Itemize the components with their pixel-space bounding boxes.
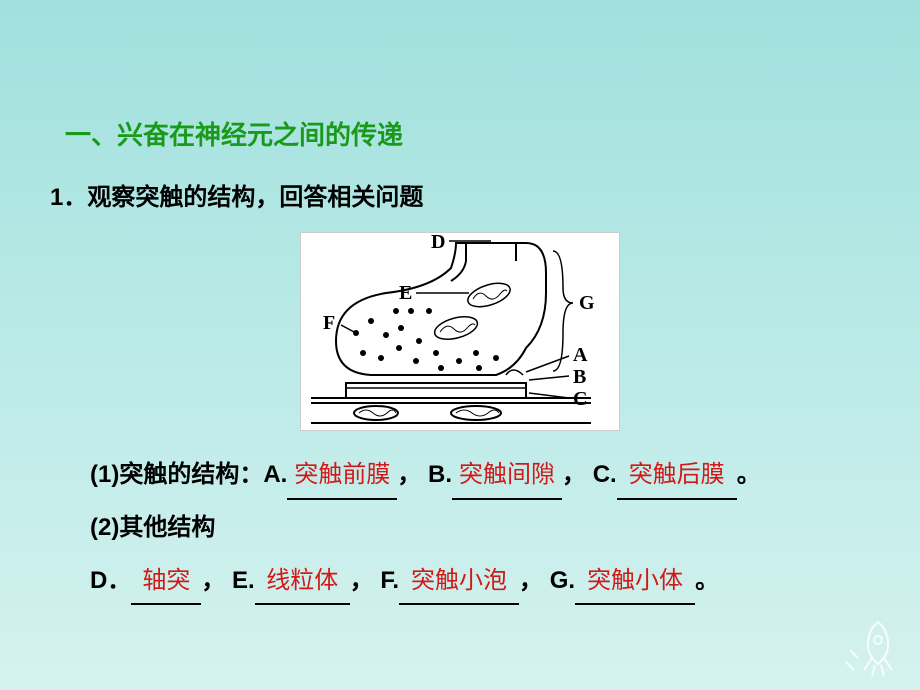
q1-b-tail: ， xyxy=(562,461,586,488)
q1-a-blank: 突触前膜 xyxy=(287,449,397,502)
q1-a-tail: ， xyxy=(397,461,421,488)
q1-row: (1)突触的结构：A. 突触前膜 ， B. 突触间隙 ， C. 突触后膜。 xyxy=(90,449,870,502)
q2-f-blank: 突触小泡 xyxy=(399,555,519,608)
q2-e-blank: 线粒体 xyxy=(255,555,350,608)
q2-f-tail: ， xyxy=(519,567,543,594)
q2-d-blank: 轴突 xyxy=(131,555,201,608)
diagram-label-d: D xyxy=(431,233,445,253)
q1-a-letter: A. xyxy=(263,461,287,488)
q1-c-tail: 。 xyxy=(737,461,761,488)
diagram-container: D E F G A B C xyxy=(50,232,870,431)
diagram-label-c: C xyxy=(573,388,587,410)
q1-b-blank: 突触间隙 xyxy=(452,449,562,502)
synapse-diagram: D E F G A B C xyxy=(300,232,620,431)
q2-f-letter: F. xyxy=(380,567,399,594)
diagram-label-g: G xyxy=(579,292,595,314)
q1-prefix: (1)突触的结构： xyxy=(90,461,263,488)
q2-g-letter: G. xyxy=(550,567,575,594)
rocket-icon xyxy=(840,610,900,680)
q2-e-answer: 线粒体 xyxy=(266,555,338,608)
q2-g-answer: 突触小体 xyxy=(587,555,683,608)
diagram-label-b: B xyxy=(573,366,586,388)
answers-block: (1)突触的结构：A.突触前膜， B.突触间隙， C.突触后膜。 (2)其他结构… xyxy=(90,449,870,607)
q2-row-prefix: (2)其他结构 xyxy=(90,502,870,555)
diagram-label-f: F xyxy=(323,312,335,334)
q1-c-blank: 突触后膜 xyxy=(617,449,737,502)
q1-c-letter: C. xyxy=(593,461,617,488)
q2-d-letter: D． xyxy=(90,567,131,594)
q2-d-tail: ， xyxy=(201,567,225,594)
q2-g-blank: 突触小体 xyxy=(575,555,695,608)
q2-e-letter: E. xyxy=(232,567,255,594)
q2-d-answer: 轴突 xyxy=(142,555,190,608)
section-heading: 一、兴奋在神经元之间的传递 xyxy=(65,115,870,152)
diagram-label-e: E xyxy=(399,282,412,304)
q1-b-answer: 突触间隙 xyxy=(459,449,555,502)
slide: 一、兴奋在神经元之间的传递 1．观察突触的结构，回答相关问题 xyxy=(0,0,920,690)
question-prompt: 1．观察突触的结构，回答相关问题 xyxy=(50,177,870,212)
q1-a-answer: 突触前膜 xyxy=(294,449,390,502)
q2-row-items: D． 轴突 ， E. 线粒体 ， F. 突触小泡 ， G. 突触小体。 xyxy=(90,555,870,608)
q2-g-tail: 。 xyxy=(695,567,719,594)
q2-e-tail: ， xyxy=(350,567,374,594)
q2-f-answer: 突触小泡 xyxy=(411,555,507,608)
q1-c-answer: 突触后膜 xyxy=(629,449,725,502)
diagram-label-a: A xyxy=(573,344,588,366)
q1-b-letter: B. xyxy=(428,461,452,488)
q2-prefix: (2)其他结构 xyxy=(90,514,215,541)
